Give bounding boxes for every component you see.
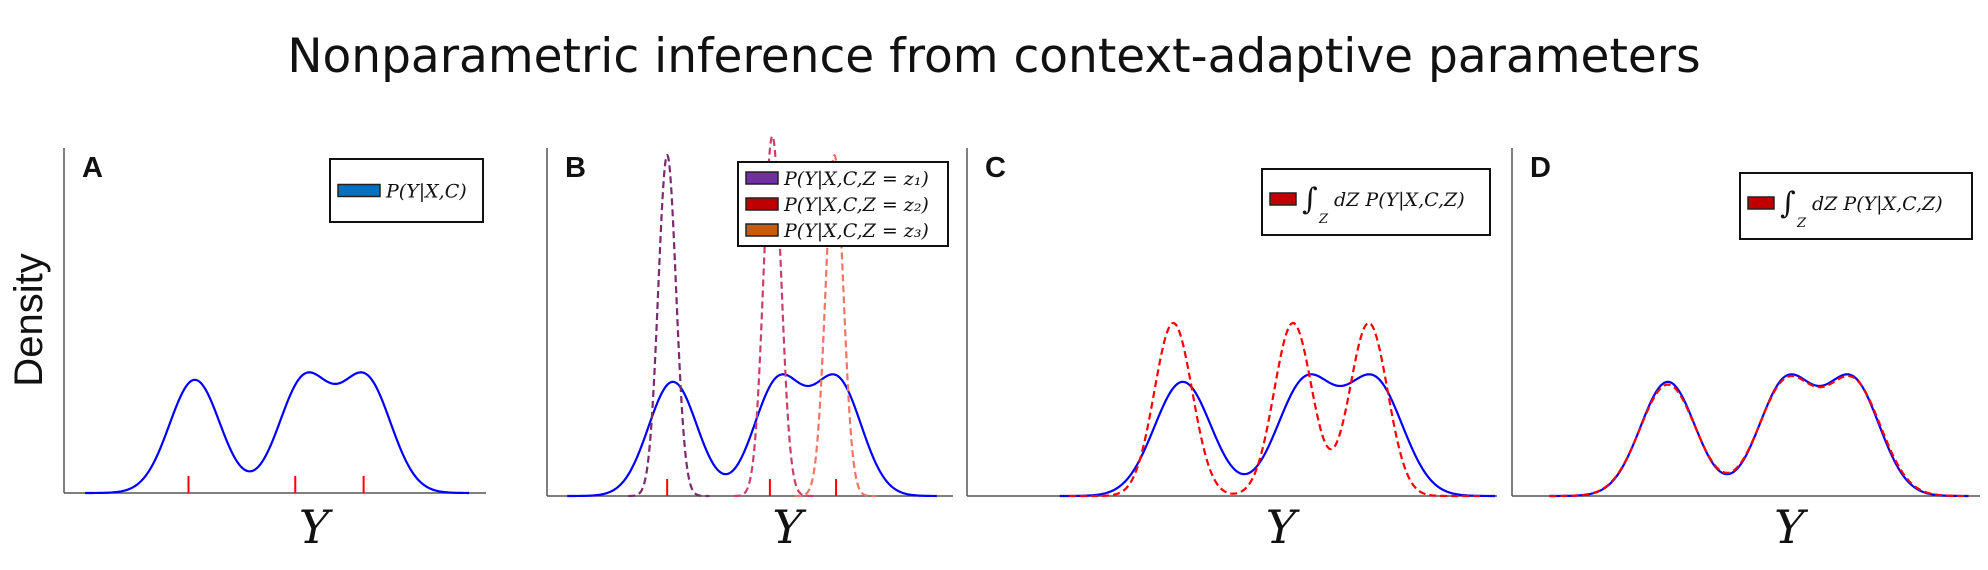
legend: ∫ZdZ P(Y|X,C,Z) (1739, 172, 1973, 240)
legend-swatch (745, 197, 779, 211)
density-curve-0 (567, 373, 937, 498)
legend-swatch (337, 183, 381, 198)
legend-label: dZ P(Y|X,C,Z) (1812, 193, 1943, 215)
dashed-density-curve-3 (794, 153, 876, 498)
panel-c: C Y ∫ZdZ P(Y|X,C,Z) (966, 148, 1497, 554)
y-axis-label: Density (7, 253, 51, 386)
legend-label: P(Y|X,C,Z = z₃) (783, 220, 929, 242)
density-curve-0 (85, 371, 470, 495)
legend-box (1739, 172, 1973, 240)
x-axis-label: Y (1266, 500, 1301, 554)
panel-label: A (82, 152, 103, 184)
panel-label: C (985, 152, 1006, 184)
legend-label: P(Y|X,C) (385, 181, 467, 203)
integral-symbol: ∫ (1780, 186, 1796, 221)
panel-label: B (565, 152, 586, 184)
x-axis-label: Y (1774, 500, 1809, 554)
density-curve-0 (1059, 373, 1496, 498)
integral-symbol: ∫ (1302, 182, 1318, 217)
dashed-density-curve-1 (1069, 321, 1481, 498)
legend-swatch (745, 223, 779, 237)
panel-label: D (1530, 152, 1551, 184)
integral-subscript: Z (1318, 212, 1329, 227)
panel-d: D Y ∫ZdZ P(Y|X,C,Z) (1511, 148, 1980, 554)
legend-label: P(Y|X,C,Z = z₁) (783, 168, 929, 190)
panel-a: A Y P(Y|X,C) (63, 148, 486, 554)
figure-title: Nonparametric inference from context-ada… (287, 29, 1700, 84)
legend: ∫ZdZ P(Y|X,C,Z) (1261, 168, 1491, 236)
legend-box (1261, 168, 1491, 236)
panel-b: BYP(Y|X,C,Z = z₁)P(Y|X,C,Z = z₂)P(Y|X,C,… (546, 135, 953, 554)
legend-swatch (1269, 192, 1297, 206)
legend: P(Y|X,C,Z = z₁) P(Y|X,C,Z = z₂) P(Y|X,C,Z … (737, 161, 949, 247)
legend-label: P(Y|X,C,Z = z₂) (783, 194, 929, 216)
density-curve-0 (1549, 373, 1969, 498)
x-axis-label: Y (772, 500, 807, 554)
legend-label: dZ P(Y|X,C,Z) (1334, 189, 1465, 211)
dashed-density-curve-1 (1549, 374, 1969, 498)
x-axis-label: Y (299, 500, 334, 554)
legend-swatch (745, 171, 779, 185)
dashed-density-curve-2 (733, 135, 815, 498)
legend-swatch (1747, 196, 1775, 210)
integral-subscript: Z (1796, 216, 1807, 231)
panels: AYP(Y|X,C)BYP(Y|X,C,Z = z₁)P(Y|X,C,Z = z… (63, 135, 1980, 554)
legend: P(Y|X,C) (329, 158, 484, 223)
dashed-density-curve-1 (628, 153, 710, 498)
